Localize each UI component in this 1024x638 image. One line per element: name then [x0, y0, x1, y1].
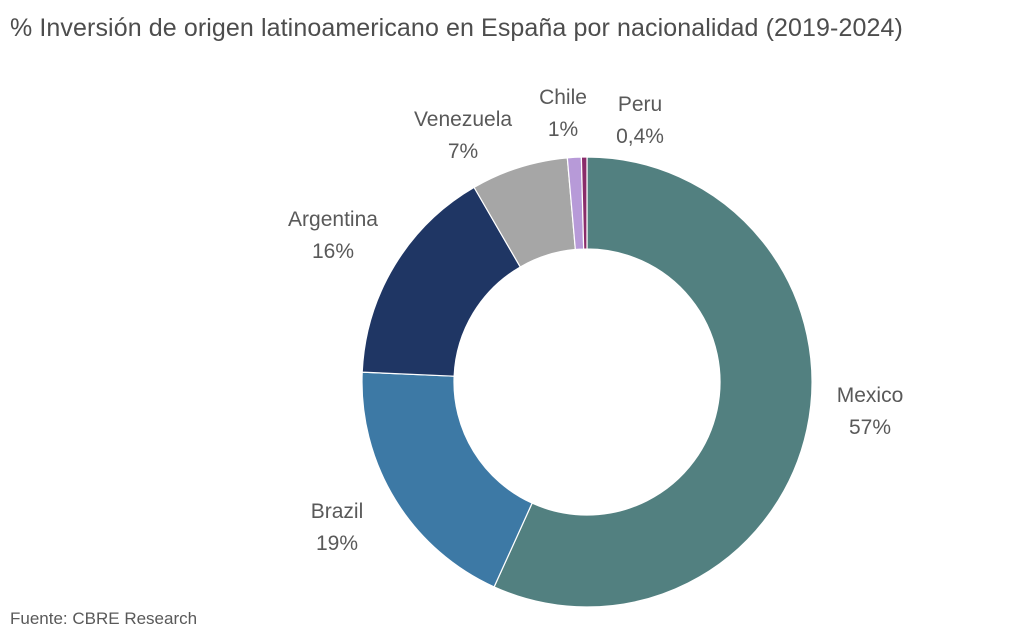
slice-value-label: 0,4% [616, 125, 664, 148]
slice-value-label: 16% [312, 240, 354, 263]
slice-name-label: Brazil [311, 500, 364, 523]
slices-layer [361, 156, 813, 608]
source-note: Fuente: CBRE Research [10, 609, 198, 628]
slice-name-label: Chile [539, 86, 587, 109]
slice-name-label: Mexico [837, 384, 904, 407]
slice-brazil [361, 371, 533, 588]
slice-argentina [361, 186, 522, 377]
slice-peru [580, 156, 588, 250]
slice-value-label: 57% [849, 416, 891, 439]
slice-name-label: Venezuela [414, 108, 512, 131]
slice-value-label: 7% [448, 140, 478, 163]
slice-value-label: 19% [316, 532, 358, 555]
slice-mexico [493, 156, 813, 608]
slice-name-label: Peru [618, 93, 662, 116]
chart-title: % Inversión de origen latinoamericano en… [10, 14, 903, 42]
labels-layer: Mexico 57% Brazil 19% Argentina 16% Venezuela 7… [288, 86, 903, 555]
slice-value-label: 1% [548, 118, 578, 141]
slice-name-label: Argentina [288, 208, 378, 231]
